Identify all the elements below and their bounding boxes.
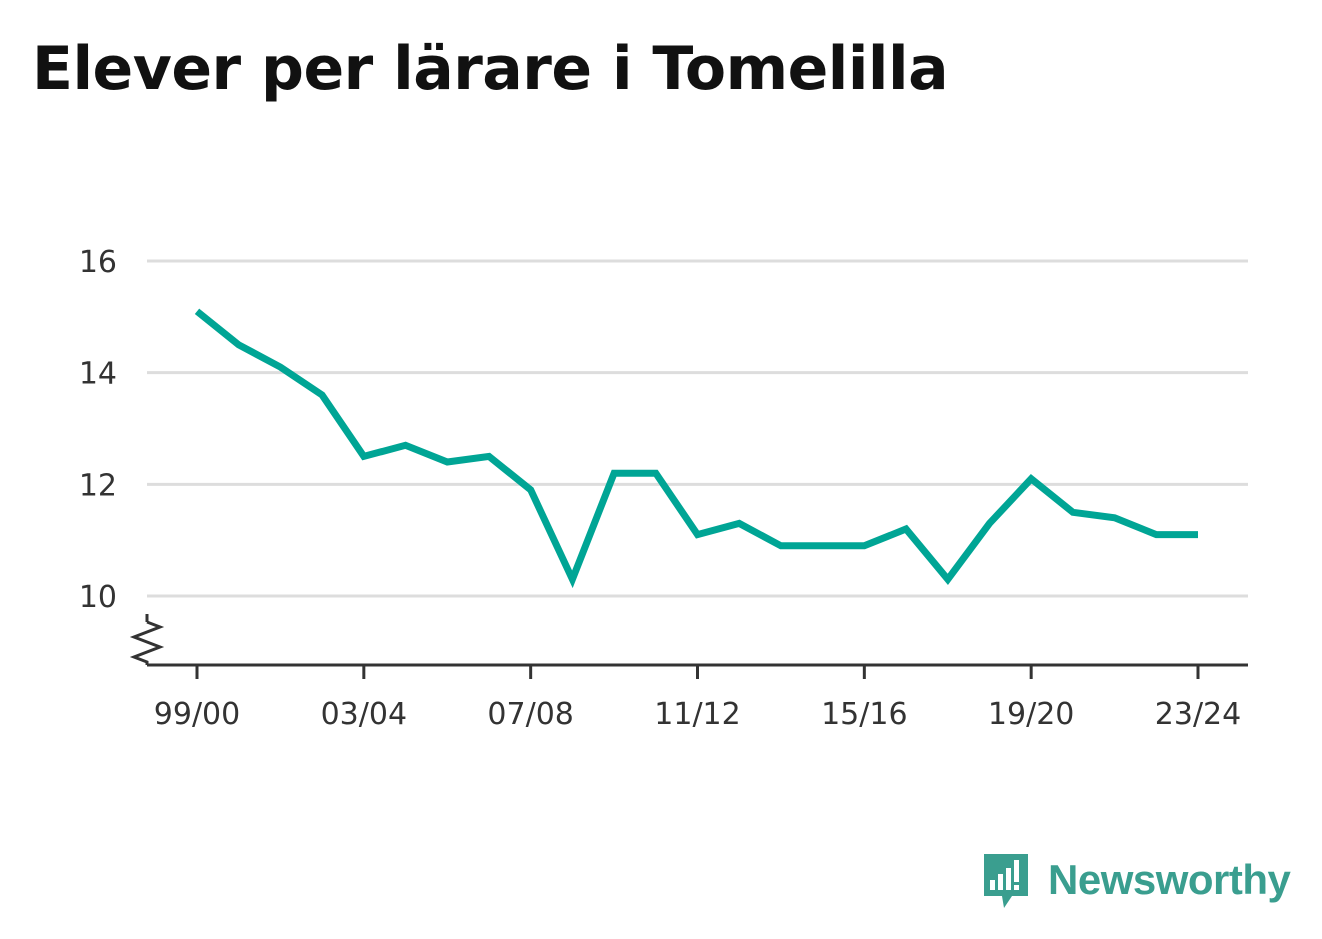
x-axis <box>129 614 1248 679</box>
y-tick-label: 14 <box>79 357 117 392</box>
x-tick-label: 15/16 <box>821 697 907 732</box>
x-tick-label: 19/20 <box>988 697 1074 732</box>
brand-logo: Newsworthy <box>980 850 1291 910</box>
y-axis-labels: 10 12 14 16 <box>79 245 117 615</box>
series-group <box>194 308 1198 589</box>
x-tick-label: 11/12 <box>654 697 740 732</box>
x-axis-labels: 99/00 03/04 07/08 11/12 15/16 19/20 23/24 <box>154 697 1241 732</box>
x-tick-label: 99/00 <box>154 697 240 732</box>
brand-name: Newsworthy <box>1048 856 1291 903</box>
axis-break-icon <box>129 620 165 665</box>
x-tick-label: 03/04 <box>321 697 407 732</box>
x-tick-label: 07/08 <box>487 697 573 732</box>
grid-lines <box>147 259 1248 598</box>
chart-title: Elever per lärare i Tomelilla <box>32 34 949 104</box>
line-chart: 10 12 14 16 99/00 03/04 07/08 11/12 15/16 19/20 2… <box>79 245 1248 732</box>
y-tick-label: 12 <box>79 468 117 503</box>
series-line <box>194 308 1198 589</box>
y-tick-label: 10 <box>79 580 117 615</box>
newsworthy-logo-icon <box>984 854 1028 908</box>
x-tick-label: 23/24 <box>1155 697 1241 732</box>
y-tick-label: 16 <box>79 245 117 280</box>
